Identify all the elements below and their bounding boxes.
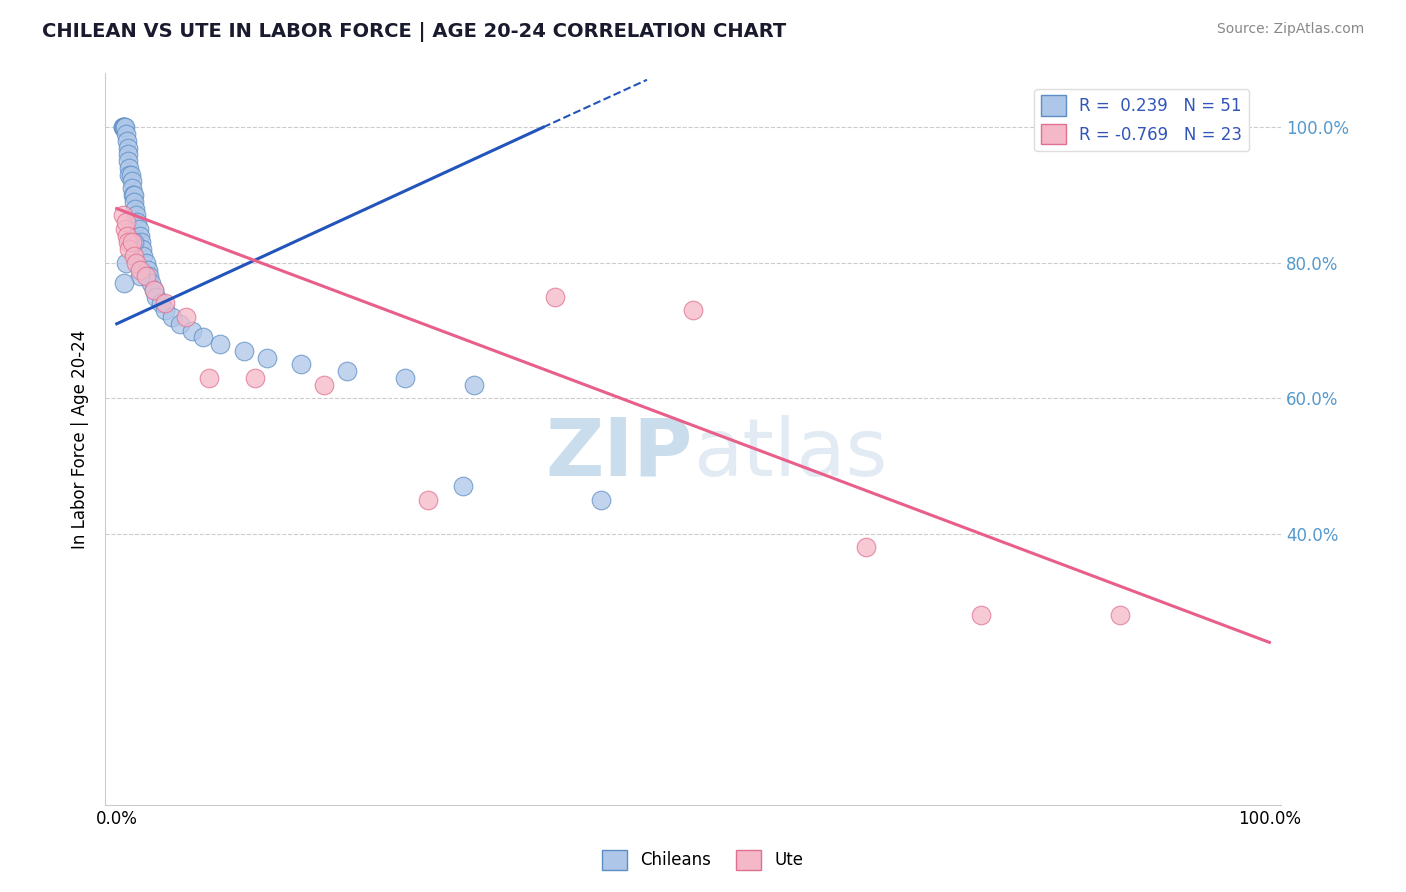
- Point: [111, 120, 134, 135]
- Point: [243, 371, 266, 385]
- Point: [127, 215, 149, 229]
- Point: [682, 303, 704, 318]
- Point: [174, 310, 197, 324]
- Point: [138, 269, 160, 284]
- Point: [115, 228, 138, 243]
- Legend: R =  0.239   N = 51, R = -0.769   N = 23: R = 0.239 N = 51, R = -0.769 N = 23: [1035, 88, 1249, 151]
- Point: [112, 120, 135, 135]
- Point: [136, 262, 159, 277]
- Point: [111, 208, 134, 222]
- Point: [589, 493, 612, 508]
- Point: [122, 188, 145, 202]
- Point: [142, 283, 165, 297]
- Text: CHILEAN VS UTE IN LABOR FORCE | AGE 20-24 CORRELATION CHART: CHILEAN VS UTE IN LABOR FORCE | AGE 20-2…: [42, 22, 786, 42]
- Text: Source: ZipAtlas.com: Source: ZipAtlas.com: [1216, 22, 1364, 37]
- Point: [256, 351, 278, 365]
- Text: ZIP: ZIP: [546, 415, 693, 492]
- Point: [128, 228, 150, 243]
- Point: [1108, 608, 1130, 623]
- Point: [121, 174, 143, 188]
- Point: [135, 269, 157, 284]
- Point: [160, 310, 183, 324]
- Point: [180, 324, 202, 338]
- Point: [149, 296, 172, 310]
- Point: [416, 493, 439, 508]
- Point: [125, 256, 148, 270]
- Point: [129, 235, 152, 250]
- Point: [970, 608, 993, 623]
- Point: [114, 222, 136, 236]
- Point: [451, 479, 474, 493]
- Point: [141, 276, 163, 290]
- Point: [117, 154, 139, 169]
- Point: [128, 222, 150, 236]
- Point: [463, 377, 485, 392]
- Point: [131, 242, 153, 256]
- Point: [115, 256, 138, 270]
- Point: [122, 235, 145, 250]
- Point: [142, 283, 165, 297]
- Point: [193, 330, 215, 344]
- Point: [132, 249, 155, 263]
- Point: [117, 235, 139, 250]
- Point: [117, 140, 139, 154]
- Point: [544, 290, 567, 304]
- Text: atlas: atlas: [693, 415, 887, 492]
- Point: [118, 242, 141, 256]
- Point: [120, 168, 142, 182]
- Point: [115, 134, 138, 148]
- Point: [169, 317, 191, 331]
- Point: [209, 337, 232, 351]
- Point: [153, 296, 176, 310]
- Point: [394, 371, 416, 385]
- Point: [124, 202, 146, 216]
- Point: [125, 208, 148, 222]
- Point: [112, 120, 135, 135]
- Point: [145, 290, 167, 304]
- Point: [115, 127, 138, 141]
- Point: [114, 120, 136, 135]
- Y-axis label: In Labor Force | Age 20-24: In Labor Force | Age 20-24: [72, 329, 89, 549]
- Point: [128, 269, 150, 284]
- Point: [135, 256, 157, 270]
- Point: [198, 371, 221, 385]
- Point: [122, 188, 145, 202]
- Point: [290, 358, 312, 372]
- Point: [232, 343, 254, 358]
- Point: [121, 181, 143, 195]
- Legend: Chileans, Ute: Chileans, Ute: [596, 843, 810, 877]
- Point: [122, 249, 145, 263]
- Point: [117, 147, 139, 161]
- Point: [855, 541, 877, 555]
- Point: [153, 303, 176, 318]
- Point: [314, 377, 336, 392]
- Point: [112, 276, 135, 290]
- Point: [122, 194, 145, 209]
- Point: [118, 168, 141, 182]
- Point: [336, 364, 359, 378]
- Point: [111, 120, 134, 135]
- Point: [118, 161, 141, 175]
- Point: [121, 235, 143, 250]
- Point: [128, 262, 150, 277]
- Point: [115, 215, 138, 229]
